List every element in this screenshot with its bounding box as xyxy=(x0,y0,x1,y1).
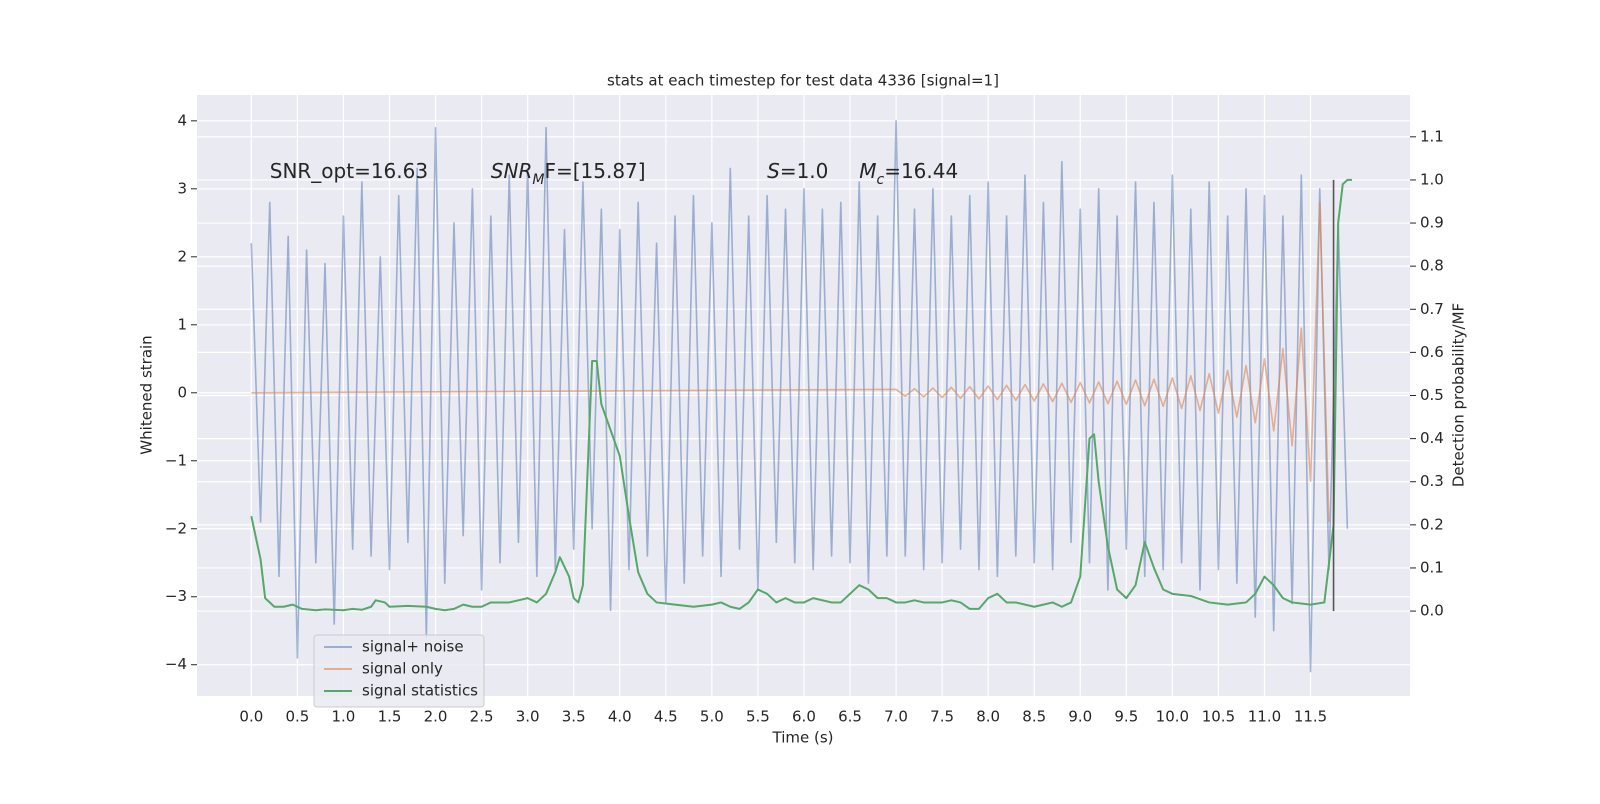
x-tick-label: 2.5 xyxy=(470,708,494,726)
y2-tick-label: 0.3 xyxy=(1420,472,1444,490)
annotation-part: =16.44 xyxy=(884,158,958,182)
y-tick-label: −4 xyxy=(165,655,187,673)
x-tick-label: 1.0 xyxy=(332,708,356,726)
annotation-part: M xyxy=(859,158,876,182)
chart-title: stats at each timestep for test data 433… xyxy=(607,72,999,90)
series-line xyxy=(250,120,1349,673)
x-axis-label: Time (s) xyxy=(772,729,834,747)
annotation: SNR_opt=16.63 xyxy=(270,158,428,182)
x-tick-label: 3.5 xyxy=(562,708,586,726)
annotation-part: F=[15.87] xyxy=(544,158,645,182)
series-line xyxy=(251,201,1330,522)
annotation-part: M xyxy=(532,172,544,188)
y2-tick-label: 0.0 xyxy=(1420,602,1444,620)
y-tick-label: 1 xyxy=(177,315,187,333)
y-tick-label: −2 xyxy=(165,519,187,537)
y2-tick-label: 0.9 xyxy=(1420,214,1444,232)
annotation: SNRMF=[15.87] xyxy=(491,158,646,188)
annotation-part: SNR_opt=16.63 xyxy=(270,158,428,182)
x-tick-label: 0.5 xyxy=(285,708,309,726)
annotation-part: =1.0 xyxy=(780,158,829,182)
y-tick-label: 3 xyxy=(177,179,187,197)
x-tick-label: 10.5 xyxy=(1202,708,1235,726)
y-tick-label: 0 xyxy=(177,383,187,401)
y2-tick-label: 0.5 xyxy=(1420,386,1444,404)
y-tick-label: −3 xyxy=(165,587,187,605)
y2-tick-label: 0.1 xyxy=(1420,558,1444,576)
annotation-part: S xyxy=(767,158,780,182)
y2-tick-label: 0.4 xyxy=(1420,429,1444,447)
x-tick-label: 10.0 xyxy=(1156,708,1189,726)
x-tick-label: 11.0 xyxy=(1248,708,1281,726)
x-tick-label: 9.0 xyxy=(1068,708,1092,726)
legend-label: signal statistics xyxy=(362,682,478,700)
y-axis-label: Whitened strain xyxy=(138,335,156,454)
y2-tick-label: 0.6 xyxy=(1420,343,1444,361)
y2-tick-label: 0.8 xyxy=(1420,257,1444,275)
x-tick-label: 6.5 xyxy=(838,708,862,726)
x-tick-label: 2.0 xyxy=(424,708,448,726)
x-tick-label: 11.5 xyxy=(1294,708,1327,726)
annotation: S=1.0 xyxy=(767,158,828,182)
x-tick-label: 1.5 xyxy=(378,708,402,726)
y2-axis-label: Detection probability/MF xyxy=(1450,303,1468,487)
x-tick-label: 8.0 xyxy=(976,708,1000,726)
x-tick-label: 4.0 xyxy=(608,708,632,726)
y2-tick-label: 1.1 xyxy=(1420,127,1444,145)
annotation: Mc=16.44 xyxy=(859,158,958,188)
x-tick-label: 5.0 xyxy=(700,708,724,726)
x-tick-label: 0.0 xyxy=(239,708,263,726)
x-tick-label: 8.5 xyxy=(1022,708,1046,726)
y-tick-label: 4 xyxy=(177,111,187,129)
x-tick-label: 5.5 xyxy=(746,708,770,726)
y-tick-label: −1 xyxy=(165,451,187,469)
annotation-part: c xyxy=(876,172,884,188)
annotation-part: SNR xyxy=(491,158,533,182)
y2-tick-label: 0.7 xyxy=(1420,300,1444,318)
legend-label: signal+ noise xyxy=(362,638,464,656)
y-tick-label: 2 xyxy=(177,247,187,265)
legend-label: signal only xyxy=(362,660,443,678)
x-tick-label: 7.5 xyxy=(930,708,954,726)
x-tick-label: 3.0 xyxy=(516,708,540,726)
y2-tick-label: 0.2 xyxy=(1420,515,1444,533)
series-line xyxy=(250,178,1352,612)
x-tick-label: 6.0 xyxy=(792,708,816,726)
y2-tick-label: 1.0 xyxy=(1420,170,1444,188)
x-tick-label: 7.0 xyxy=(884,708,908,726)
x-tick-label: 4.5 xyxy=(654,708,678,726)
legend-box xyxy=(313,634,485,708)
x-tick-label: 9.5 xyxy=(1114,708,1138,726)
